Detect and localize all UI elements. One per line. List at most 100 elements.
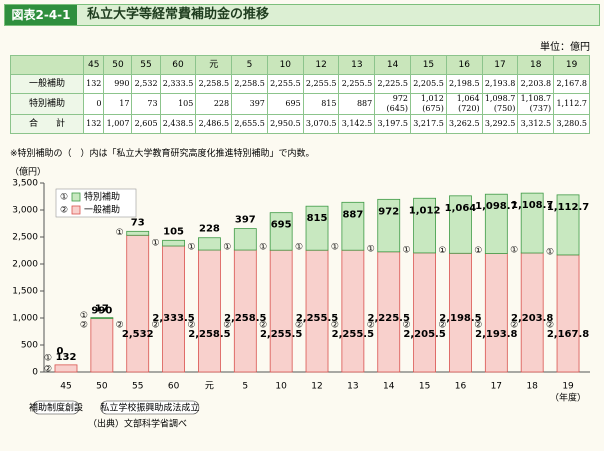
year-header: 15: [410, 55, 447, 75]
source: （出典）文部科学省調べ: [88, 418, 187, 430]
series-marker: ①: [510, 245, 518, 255]
x-tick-label: 13: [347, 382, 358, 392]
year-header: 60: [159, 55, 197, 75]
bar-segment: [126, 234, 150, 373]
x-tick-label: 55: [132, 382, 143, 392]
cell: 73: [131, 93, 161, 115]
cell: 1,098.7 (750): [481, 93, 519, 115]
annotation-box: [32, 400, 80, 415]
series-marker: ①: [295, 243, 303, 253]
series-marker: ①: [223, 243, 231, 253]
cell: 2,605: [131, 114, 161, 134]
year-header: 50: [103, 55, 133, 75]
cell: 3,280.5: [553, 114, 590, 134]
cell: 2,532: [131, 74, 161, 94]
annotation: 補助制度創設: [29, 402, 83, 414]
cell: 2,655.5: [231, 114, 268, 134]
bar-segment: [233, 228, 257, 251]
x-tick-label: 元: [205, 382, 214, 392]
series-marker: ①: [403, 245, 411, 255]
y-tick-label: 3,500: [12, 179, 38, 189]
cell: 228: [195, 93, 233, 115]
value-label: 1,108.7: [511, 200, 553, 211]
bar-segment: [162, 245, 185, 373]
value-label: 887: [342, 209, 363, 220]
value-label: 815: [307, 213, 328, 224]
bar-segment: [556, 254, 580, 373]
cell: 1,012 (675): [410, 93, 447, 115]
x-tick-label: 17: [491, 382, 502, 392]
year-header: 45: [82, 55, 105, 75]
bar-segment: [162, 239, 185, 247]
cell: 972 (645): [374, 93, 412, 115]
cell: 2,255.5: [266, 74, 304, 94]
bar-segment: [449, 195, 472, 254]
y-tick-label: 500: [21, 341, 38, 351]
year-header: 17: [481, 55, 519, 75]
series-marker: ②: [510, 321, 518, 331]
cell: 1,108.7 (737): [517, 93, 555, 115]
x-tick-label: 14: [383, 382, 395, 392]
value-label: 2,258.5: [224, 313, 266, 324]
cell: 2,203.8: [517, 74, 555, 94]
series-marker: ②: [546, 321, 554, 331]
cell: 2,438.5: [159, 114, 197, 134]
cell: 887: [338, 93, 376, 115]
value-label: 1,098.7: [475, 201, 517, 212]
cell: 2,333.5: [159, 74, 197, 94]
year-header: 18: [517, 55, 555, 75]
series-marker: ②: [116, 321, 124, 331]
note: ※特別補助の（ ）内は「私立大学教育研究高度化推進特別補助」で内数。: [10, 149, 315, 159]
row-label: 合 計: [10, 114, 84, 134]
x-tick-label: 15: [419, 382, 430, 392]
bar-segment: [484, 253, 508, 373]
table-row: 合 計 132 1,007 2,605 2,438.5 2,486.5 2,655.5 2,9…: [10, 114, 590, 134]
series-marker: ②: [367, 321, 375, 331]
corner-cell: [10, 55, 84, 75]
cell: 695: [266, 93, 304, 115]
cell: 3,197.5: [374, 114, 412, 134]
year-header: 10: [266, 55, 304, 75]
series-marker: ①: [80, 311, 88, 321]
cell: 3,262.5: [445, 114, 483, 134]
value-label: 2,255.5: [332, 329, 374, 340]
bar-segment: [198, 237, 221, 251]
cell: 1,007: [103, 114, 133, 134]
y-tick-label: 1,000: [12, 314, 38, 324]
series-marker: ②: [152, 321, 160, 331]
series-marker: ①: [259, 243, 267, 253]
bar-segment: [90, 317, 114, 319]
year-header: 16: [445, 55, 483, 75]
series-marker: ①: [546, 247, 554, 257]
series-marker: ②: [331, 321, 339, 331]
title: 私立大学等経常費補助金の推移: [87, 7, 270, 22]
legend-label: 一般補助: [84, 204, 120, 216]
cell: 2,486.5: [195, 114, 233, 134]
row-label: 特別補助: [10, 93, 84, 115]
bar-segment: [520, 192, 544, 254]
annotation: 私立学校振興助成法成立: [100, 402, 199, 414]
value-label: 2,333.5: [152, 313, 194, 324]
series-marker: ②: [259, 321, 267, 331]
x-tick-label: 5: [242, 382, 248, 392]
cell: 1,064 (720): [445, 93, 483, 115]
cell: 105: [159, 93, 197, 115]
value-label: 132: [56, 352, 77, 363]
value-label: 1,064: [445, 203, 477, 214]
year-header: 55: [131, 55, 161, 75]
y-tick-label: 2,500: [12, 233, 38, 243]
value-label: 2,198.5: [439, 313, 481, 324]
series-marker: ②: [80, 321, 88, 331]
cell: 2,255.5: [302, 74, 340, 94]
series-marker: ②: [295, 321, 303, 331]
cell: 132: [82, 114, 105, 134]
cell: 3,312.5: [517, 114, 555, 134]
cell: 2,258.5: [231, 74, 268, 94]
bar-segment: [54, 364, 78, 373]
series-marker: ②: [187, 321, 195, 331]
cell: 2,167.8: [553, 74, 590, 94]
value-label: 2,167.8: [547, 329, 589, 340]
value-label: 2,225.5: [368, 313, 410, 324]
cell: 2,198.5: [445, 74, 483, 94]
